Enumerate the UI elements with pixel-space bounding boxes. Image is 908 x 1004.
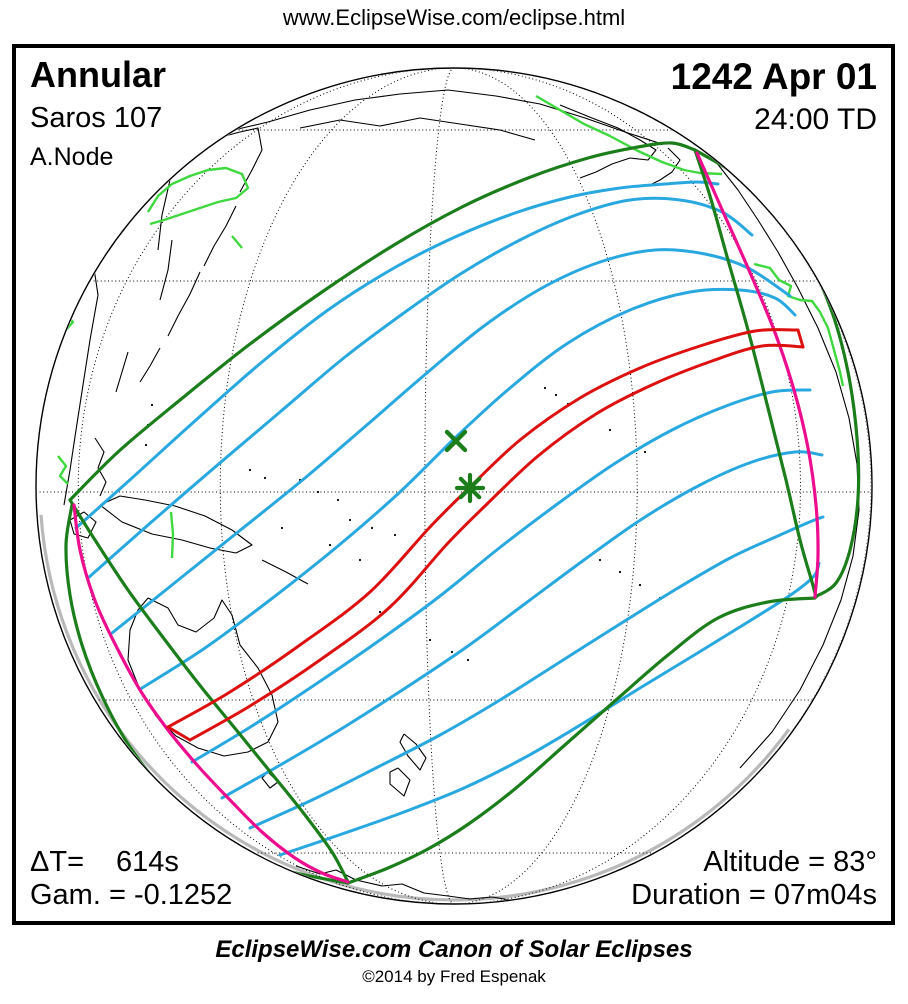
subsolar-point-marker bbox=[444, 429, 468, 453]
saros-label: Saros 107 bbox=[30, 102, 163, 134]
altitude-value: Altitude = 83° bbox=[703, 846, 877, 878]
canon-title: EclipseWise.com Canon of Solar Eclipses bbox=[215, 936, 693, 963]
copyright-text: ©2014 by Fred Espenak bbox=[362, 967, 546, 986]
greatest-eclipse-marker bbox=[454, 472, 486, 504]
eclipse-info-top-left: Annular Saros 107 A.Node bbox=[30, 52, 166, 175]
eclipse-info-bottom-right: Altitude = 83° Duration = 07m04s bbox=[631, 846, 877, 912]
globe-limb bbox=[35, 67, 873, 905]
eclipse-time: 24:00 TD bbox=[754, 103, 877, 136]
delta-t-row: ΔT= 614s bbox=[30, 846, 232, 879]
eclipse-date: 1242 Apr 01 bbox=[670, 56, 877, 97]
duration-value: Duration = 07m04s bbox=[631, 879, 877, 911]
delta-t-label: ΔT= bbox=[30, 846, 85, 878]
eclipse-type-label: Annular bbox=[30, 54, 167, 95]
delta-t-value: 614s bbox=[116, 846, 179, 878]
plate-border bbox=[12, 44, 895, 925]
sunrise-sunset-curves-magenta bbox=[72, 151, 820, 884]
gamma-value: Gam. = -0.1252 bbox=[30, 879, 233, 911]
eclipse-info-bottom-left: ΔT= 614s Gam. = -0.1252 bbox=[30, 846, 232, 912]
node-label: A.Node bbox=[30, 143, 114, 171]
site-url-text: www.EclipseWise.com/eclipse.html bbox=[282, 5, 626, 30]
eclipse-info-top-right: 1242 Apr 01 24:00 TD bbox=[671, 54, 877, 140]
